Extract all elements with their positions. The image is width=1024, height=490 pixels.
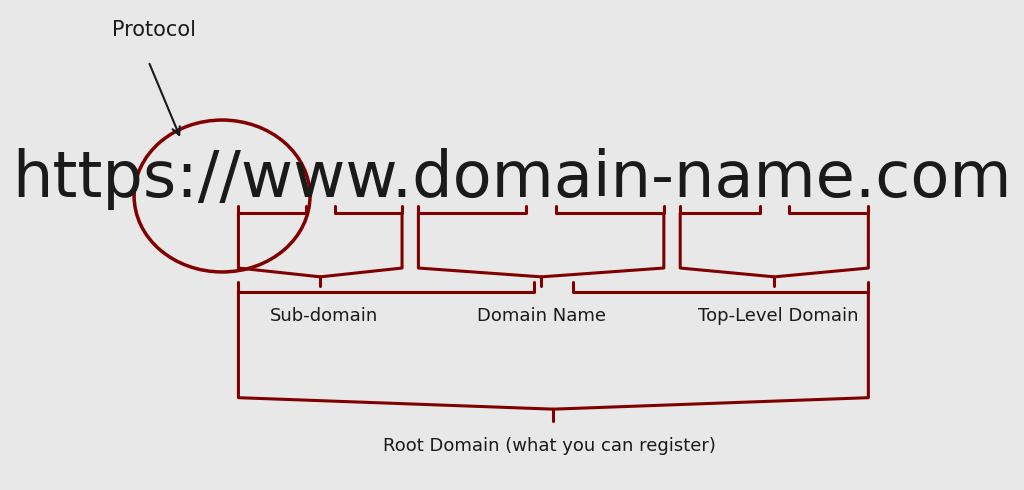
Text: Domain Name: Domain Name: [476, 307, 605, 325]
Text: Root Domain (what you can register): Root Domain (what you can register): [383, 437, 716, 455]
Text: Top-Level Domain: Top-Level Domain: [698, 307, 858, 325]
Text: Sub-domain: Sub-domain: [270, 307, 379, 325]
Text: https://www.domain-name.com: https://www.domain-name.com: [12, 148, 1013, 210]
Text: Protocol: Protocol: [112, 20, 196, 40]
